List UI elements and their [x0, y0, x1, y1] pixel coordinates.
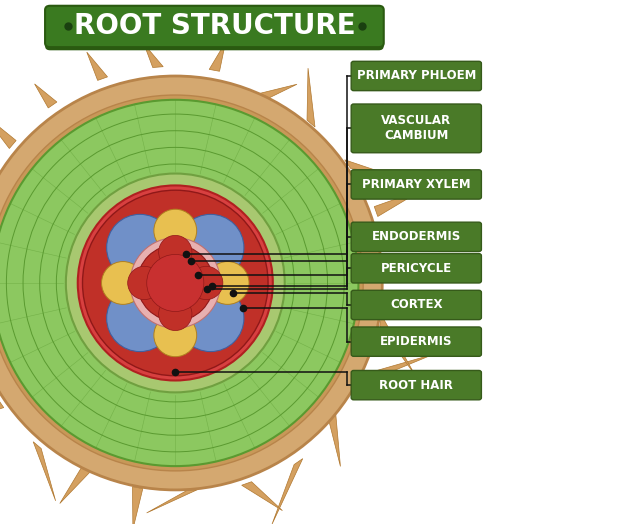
Ellipse shape — [177, 285, 244, 352]
Text: ENDODERMIS: ENDODERMIS — [372, 231, 461, 243]
FancyBboxPatch shape — [351, 254, 481, 283]
Polygon shape — [345, 160, 383, 173]
Polygon shape — [209, 42, 225, 71]
Ellipse shape — [206, 261, 249, 304]
Ellipse shape — [0, 95, 363, 471]
FancyBboxPatch shape — [351, 327, 481, 356]
Ellipse shape — [158, 235, 192, 269]
Ellipse shape — [106, 214, 173, 281]
Polygon shape — [133, 487, 143, 524]
Ellipse shape — [66, 173, 285, 392]
Text: EPIDERMIS: EPIDERMIS — [380, 335, 453, 348]
Ellipse shape — [154, 314, 197, 357]
FancyBboxPatch shape — [351, 170, 481, 199]
Polygon shape — [307, 68, 315, 127]
Polygon shape — [260, 84, 297, 98]
Polygon shape — [380, 315, 415, 375]
Ellipse shape — [101, 261, 145, 304]
FancyBboxPatch shape — [351, 290, 481, 320]
FancyBboxPatch shape — [351, 61, 481, 91]
FancyBboxPatch shape — [351, 222, 481, 252]
Ellipse shape — [78, 185, 273, 380]
Ellipse shape — [0, 76, 382, 490]
Polygon shape — [87, 52, 108, 80]
Text: PERICYCLE: PERICYCLE — [381, 262, 452, 275]
FancyBboxPatch shape — [45, 6, 384, 47]
Polygon shape — [242, 482, 282, 510]
Ellipse shape — [0, 100, 359, 466]
Text: ROOT HAIR: ROOT HAIR — [379, 379, 453, 391]
Text: CORTEX: CORTEX — [390, 299, 443, 311]
FancyBboxPatch shape — [351, 370, 481, 400]
Ellipse shape — [158, 297, 192, 331]
Polygon shape — [146, 490, 197, 513]
Text: PRIMARY PHLOEM: PRIMARY PHLOEM — [357, 70, 476, 82]
Polygon shape — [60, 465, 93, 504]
Polygon shape — [376, 261, 423, 272]
Polygon shape — [369, 354, 433, 381]
Polygon shape — [34, 84, 57, 108]
Ellipse shape — [154, 209, 197, 252]
Polygon shape — [0, 114, 16, 148]
FancyBboxPatch shape — [45, 9, 384, 50]
Text: VASCULAR
CAMBIUM: VASCULAR CAMBIUM — [381, 114, 451, 143]
Polygon shape — [272, 458, 303, 524]
FancyBboxPatch shape — [351, 104, 481, 153]
Ellipse shape — [190, 266, 223, 300]
Polygon shape — [329, 412, 341, 466]
Ellipse shape — [137, 245, 213, 321]
Polygon shape — [0, 399, 4, 419]
Ellipse shape — [177, 214, 244, 281]
Ellipse shape — [83, 190, 268, 376]
Ellipse shape — [130, 238, 220, 328]
Ellipse shape — [146, 255, 204, 311]
Ellipse shape — [128, 266, 161, 300]
Polygon shape — [374, 189, 423, 216]
Polygon shape — [33, 442, 56, 501]
Ellipse shape — [106, 285, 173, 352]
Polygon shape — [144, 44, 163, 68]
Text: ROOT STRUCTURE: ROOT STRUCTURE — [74, 13, 356, 40]
Text: PRIMARY XYLEM: PRIMARY XYLEM — [362, 178, 471, 191]
